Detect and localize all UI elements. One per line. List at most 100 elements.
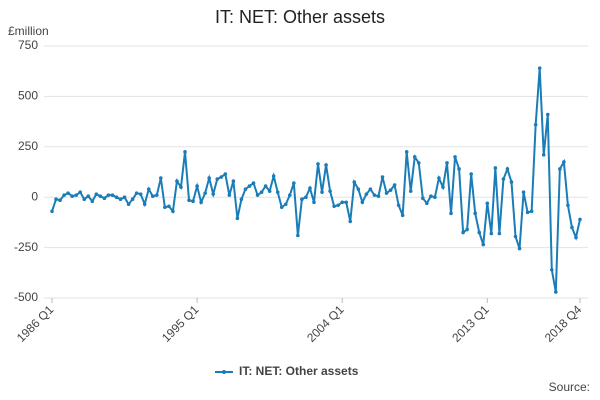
data-point bbox=[255, 193, 260, 197]
data-point bbox=[263, 184, 268, 188]
y-tick-label: 500 bbox=[18, 89, 38, 103]
data-point bbox=[199, 200, 203, 205]
data-point bbox=[533, 122, 538, 127]
data-point bbox=[356, 187, 361, 191]
data-point bbox=[163, 205, 167, 210]
data-point bbox=[489, 231, 494, 236]
data-point bbox=[191, 199, 195, 204]
data-point bbox=[525, 210, 530, 215]
data-point bbox=[62, 193, 66, 197]
data-point bbox=[102, 196, 107, 201]
data-point bbox=[348, 219, 353, 224]
data-point bbox=[82, 197, 87, 202]
data-point bbox=[279, 205, 284, 210]
data-point bbox=[574, 235, 578, 240]
data-point bbox=[380, 175, 385, 179]
data-point bbox=[304, 195, 308, 199]
data-point bbox=[126, 202, 131, 207]
data-point bbox=[493, 166, 498, 170]
y-tick-label: 250 bbox=[18, 139, 38, 153]
data-point bbox=[408, 189, 413, 193]
data-point bbox=[425, 201, 429, 206]
x-tick-label: 2018 Q4 bbox=[542, 302, 585, 345]
data-point bbox=[50, 209, 54, 214]
data-point bbox=[171, 209, 175, 214]
data-point bbox=[537, 66, 542, 70]
data-point bbox=[416, 161, 421, 165]
data-point bbox=[183, 150, 187, 154]
data-point bbox=[239, 197, 244, 202]
data-point bbox=[283, 202, 288, 207]
data-point bbox=[247, 184, 252, 188]
data-point bbox=[461, 230, 465, 235]
data-point bbox=[308, 186, 312, 190]
data-point bbox=[429, 194, 433, 198]
data-point bbox=[54, 197, 58, 202]
data-point bbox=[336, 203, 340, 208]
data-point bbox=[404, 150, 409, 154]
data-point bbox=[292, 181, 296, 185]
data-point bbox=[441, 185, 445, 189]
data-point bbox=[501, 177, 506, 181]
data-point bbox=[449, 211, 453, 216]
data-point bbox=[154, 193, 159, 197]
data-point bbox=[328, 189, 332, 193]
data-point bbox=[275, 190, 280, 194]
data-point bbox=[179, 185, 183, 189]
data-point bbox=[505, 167, 510, 171]
data-point bbox=[296, 233, 300, 238]
data-point bbox=[400, 213, 405, 218]
data-point bbox=[469, 172, 473, 176]
data-point bbox=[344, 200, 349, 205]
data-point bbox=[118, 197, 123, 202]
data-point bbox=[288, 193, 292, 197]
x-tick-label: 2004 Q1 bbox=[304, 302, 347, 345]
data-point bbox=[106, 193, 111, 197]
data-point bbox=[481, 242, 486, 247]
data-point bbox=[175, 179, 179, 183]
data-point bbox=[316, 162, 320, 166]
y-tick-label: -250 bbox=[14, 240, 38, 254]
data-point bbox=[90, 199, 95, 204]
data-point bbox=[66, 191, 70, 195]
data-point bbox=[364, 192, 369, 196]
data-point bbox=[396, 203, 401, 208]
data-point bbox=[529, 209, 534, 214]
data-point bbox=[320, 190, 324, 194]
data-point bbox=[231, 179, 236, 183]
data-point bbox=[549, 267, 554, 272]
data-point bbox=[421, 196, 425, 201]
data-point bbox=[110, 193, 115, 197]
x-tick-label: 1995 Q1 bbox=[159, 302, 202, 345]
data-point bbox=[187, 198, 191, 203]
data-point bbox=[554, 290, 558, 294]
data-point bbox=[207, 176, 211, 180]
data-point bbox=[122, 195, 127, 199]
data-point bbox=[142, 202, 147, 207]
data-point bbox=[541, 153, 546, 157]
data-point bbox=[300, 197, 304, 202]
data-point bbox=[376, 194, 381, 198]
data-point bbox=[570, 225, 574, 230]
data-point bbox=[243, 187, 248, 191]
data-point bbox=[223, 172, 228, 176]
data-point bbox=[227, 193, 232, 197]
data-point bbox=[94, 192, 99, 196]
data-point bbox=[219, 175, 224, 179]
data-point bbox=[159, 176, 163, 180]
data-point bbox=[453, 155, 457, 159]
data-point bbox=[368, 187, 373, 191]
data-point bbox=[74, 193, 78, 197]
data-point bbox=[271, 174, 276, 178]
data-point bbox=[517, 246, 522, 251]
data-point bbox=[360, 200, 365, 205]
data-point bbox=[267, 189, 272, 193]
data-point bbox=[445, 161, 449, 165]
y-tick-label: 0 bbox=[31, 189, 38, 203]
data-point bbox=[473, 211, 478, 216]
data-point bbox=[251, 181, 256, 185]
data-point bbox=[324, 163, 328, 167]
data-point bbox=[86, 194, 91, 198]
data-point bbox=[70, 194, 74, 198]
data-point bbox=[340, 200, 344, 205]
